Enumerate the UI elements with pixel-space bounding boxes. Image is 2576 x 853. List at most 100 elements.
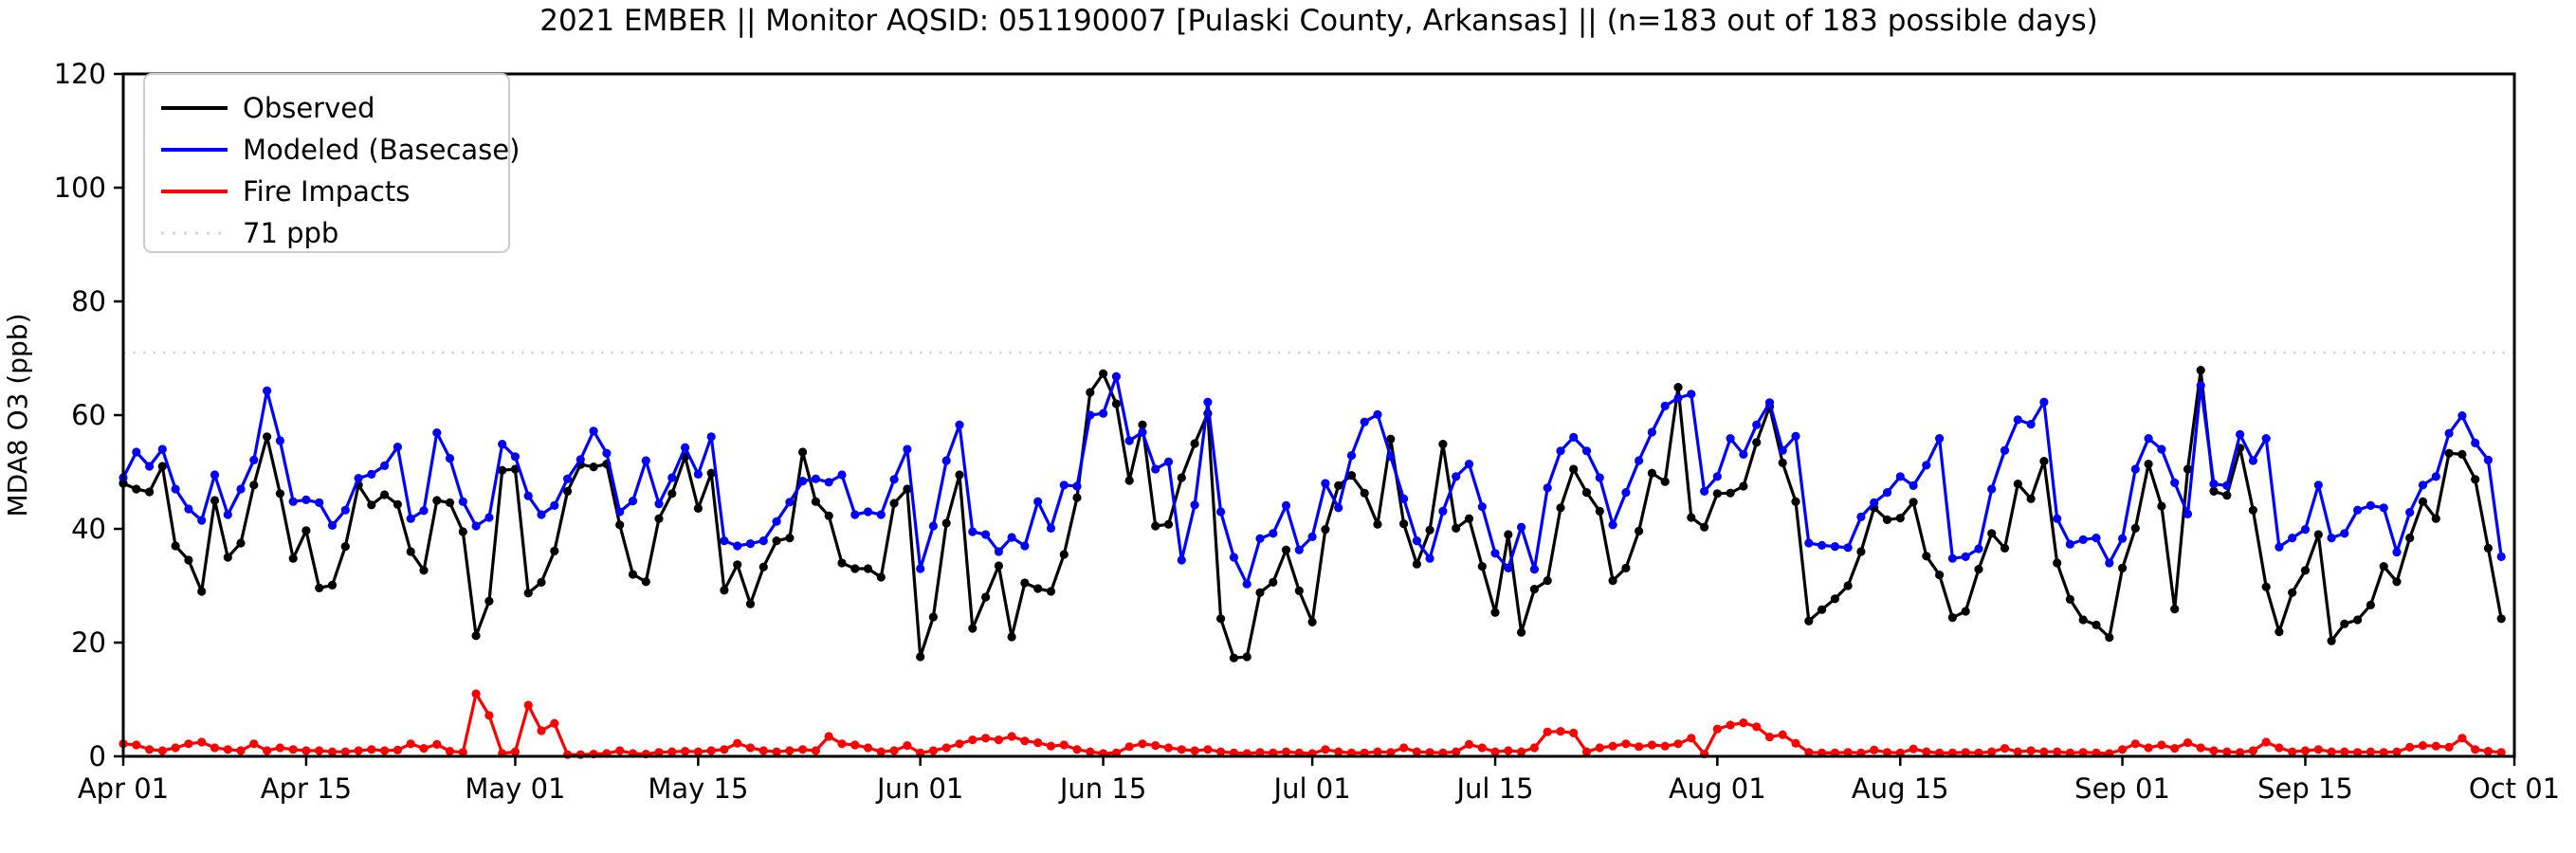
fire-impacts-point <box>2196 743 2205 753</box>
observed-point <box>2340 619 2349 628</box>
modeled-basecase-point <box>837 470 847 480</box>
modeled-basecase-point <box>1255 534 1265 543</box>
modeled-basecase-point <box>327 520 338 531</box>
fire-impacts-point <box>1477 743 1487 753</box>
modeled-basecase-point <box>2222 481 2232 490</box>
observed-point <box>367 500 376 510</box>
fire-impacts-point <box>1386 748 1396 757</box>
fire-impacts-point <box>1882 748 1892 757</box>
observed-point <box>693 503 703 514</box>
modeled-basecase-point <box>2105 558 2114 568</box>
observed-point <box>2366 600 2375 610</box>
fire-impacts-point <box>1752 722 1762 732</box>
fire-impacts-point <box>1660 741 1670 751</box>
observed-point <box>1660 477 1670 486</box>
fire-impacts-point <box>1086 747 1095 756</box>
modeled-basecase-markers <box>119 372 2506 589</box>
modeled-basecase-point <box>2392 548 2402 557</box>
observed-point <box>2170 605 2180 614</box>
modeled-basecase-point <box>2444 428 2454 438</box>
observed-point <box>1373 519 1382 529</box>
observed-point <box>1307 617 1317 627</box>
observed-point <box>249 481 259 490</box>
fire-impacts-point <box>1281 747 1291 756</box>
observed-point <box>2118 563 2128 573</box>
observed-point <box>889 499 899 508</box>
observed-point <box>340 542 350 552</box>
modeled-basecase-point <box>145 462 155 471</box>
modeled-basecase-point <box>1059 481 1069 490</box>
fire-impacts-point <box>2013 747 2022 756</box>
fire-impacts-point <box>2340 747 2349 756</box>
modeled-basecase-point <box>1452 472 1461 481</box>
observed-point <box>968 624 977 633</box>
modeled-basecase-point <box>1621 488 1631 498</box>
legend-label-observed: Observed <box>243 92 375 124</box>
observed-point <box>1216 614 1226 624</box>
modeled-basecase-point <box>1818 540 1827 551</box>
modeled-basecase-point <box>2209 480 2219 489</box>
observed-point <box>1700 522 1709 532</box>
fire-impacts-point <box>1961 748 1970 757</box>
observed-point <box>2248 505 2257 515</box>
observed-point <box>145 487 155 497</box>
observed-point <box>1269 577 1278 588</box>
modeled-basecase-point <box>928 521 939 531</box>
observed-point <box>1281 545 1291 554</box>
x-tick-label: Oct 01 <box>2469 772 2560 805</box>
modeled-basecase-point <box>1608 520 1617 530</box>
observed-point <box>1569 464 1579 474</box>
fire-impacts-point <box>263 746 272 755</box>
fire-impacts-point <box>223 745 232 754</box>
observed-point <box>2471 475 2480 484</box>
modeled-basecase-point <box>1752 420 1762 429</box>
modeled-basecase-point <box>236 484 246 494</box>
observed-point <box>2013 480 2022 489</box>
modeled-basecase-point <box>393 443 402 452</box>
observed-point <box>1294 586 1304 596</box>
modeled-basecase-point <box>2457 411 2467 421</box>
fire-impacts-point <box>1987 747 1997 756</box>
observed-line <box>122 369 2503 660</box>
modeled-basecase-point <box>903 445 912 454</box>
modeled-basecase-point <box>1086 410 1095 420</box>
modeled-basecase-point <box>1033 497 1043 506</box>
modeled-basecase-point <box>2183 509 2193 519</box>
modeled-basecase-point <box>772 517 781 526</box>
observed-point <box>2457 449 2467 459</box>
fire-impacts-point <box>1581 747 1592 756</box>
observed-point <box>2327 636 2336 645</box>
fire-impacts-point <box>550 718 559 728</box>
observed-point <box>2300 566 2311 575</box>
modeled-basecase-point <box>1764 398 1775 408</box>
observed-point <box>2483 543 2493 554</box>
observed-point <box>1804 616 1814 626</box>
modeled-basecase-point <box>758 536 768 546</box>
fire-impacts-point <box>1124 742 1134 752</box>
modeled-basecase-point <box>876 510 886 519</box>
fire-impacts-point <box>955 739 964 749</box>
observed-point <box>1556 503 1565 513</box>
observed-point <box>275 489 284 499</box>
modeled-basecase-point <box>2078 535 2088 545</box>
modeled-basecase-point <box>889 475 899 484</box>
observed-point <box>157 462 167 471</box>
observed-point <box>1242 652 1251 662</box>
modeled-basecase-point <box>458 497 467 506</box>
fire-impacts-point <box>1647 740 1656 750</box>
modeled-basecase-point <box>2026 420 2036 429</box>
modeled-basecase-point <box>641 456 650 465</box>
observed-point <box>1974 565 1983 574</box>
fire-impacts-point <box>171 743 180 753</box>
observed-point <box>1712 489 1722 499</box>
modeled-basecase-point <box>1700 486 1709 497</box>
modeled-basecase-point <box>1974 544 1983 554</box>
observed-point <box>1229 653 1238 662</box>
observed-point <box>1818 605 1827 614</box>
modeled-basecase-point <box>2170 478 2180 487</box>
modeled-basecase-point <box>445 454 455 463</box>
fire-impacts-point <box>1046 741 1056 751</box>
observed-point <box>745 599 756 608</box>
fire-impacts-point <box>2118 745 2128 754</box>
fire-impacts-point <box>367 745 376 754</box>
